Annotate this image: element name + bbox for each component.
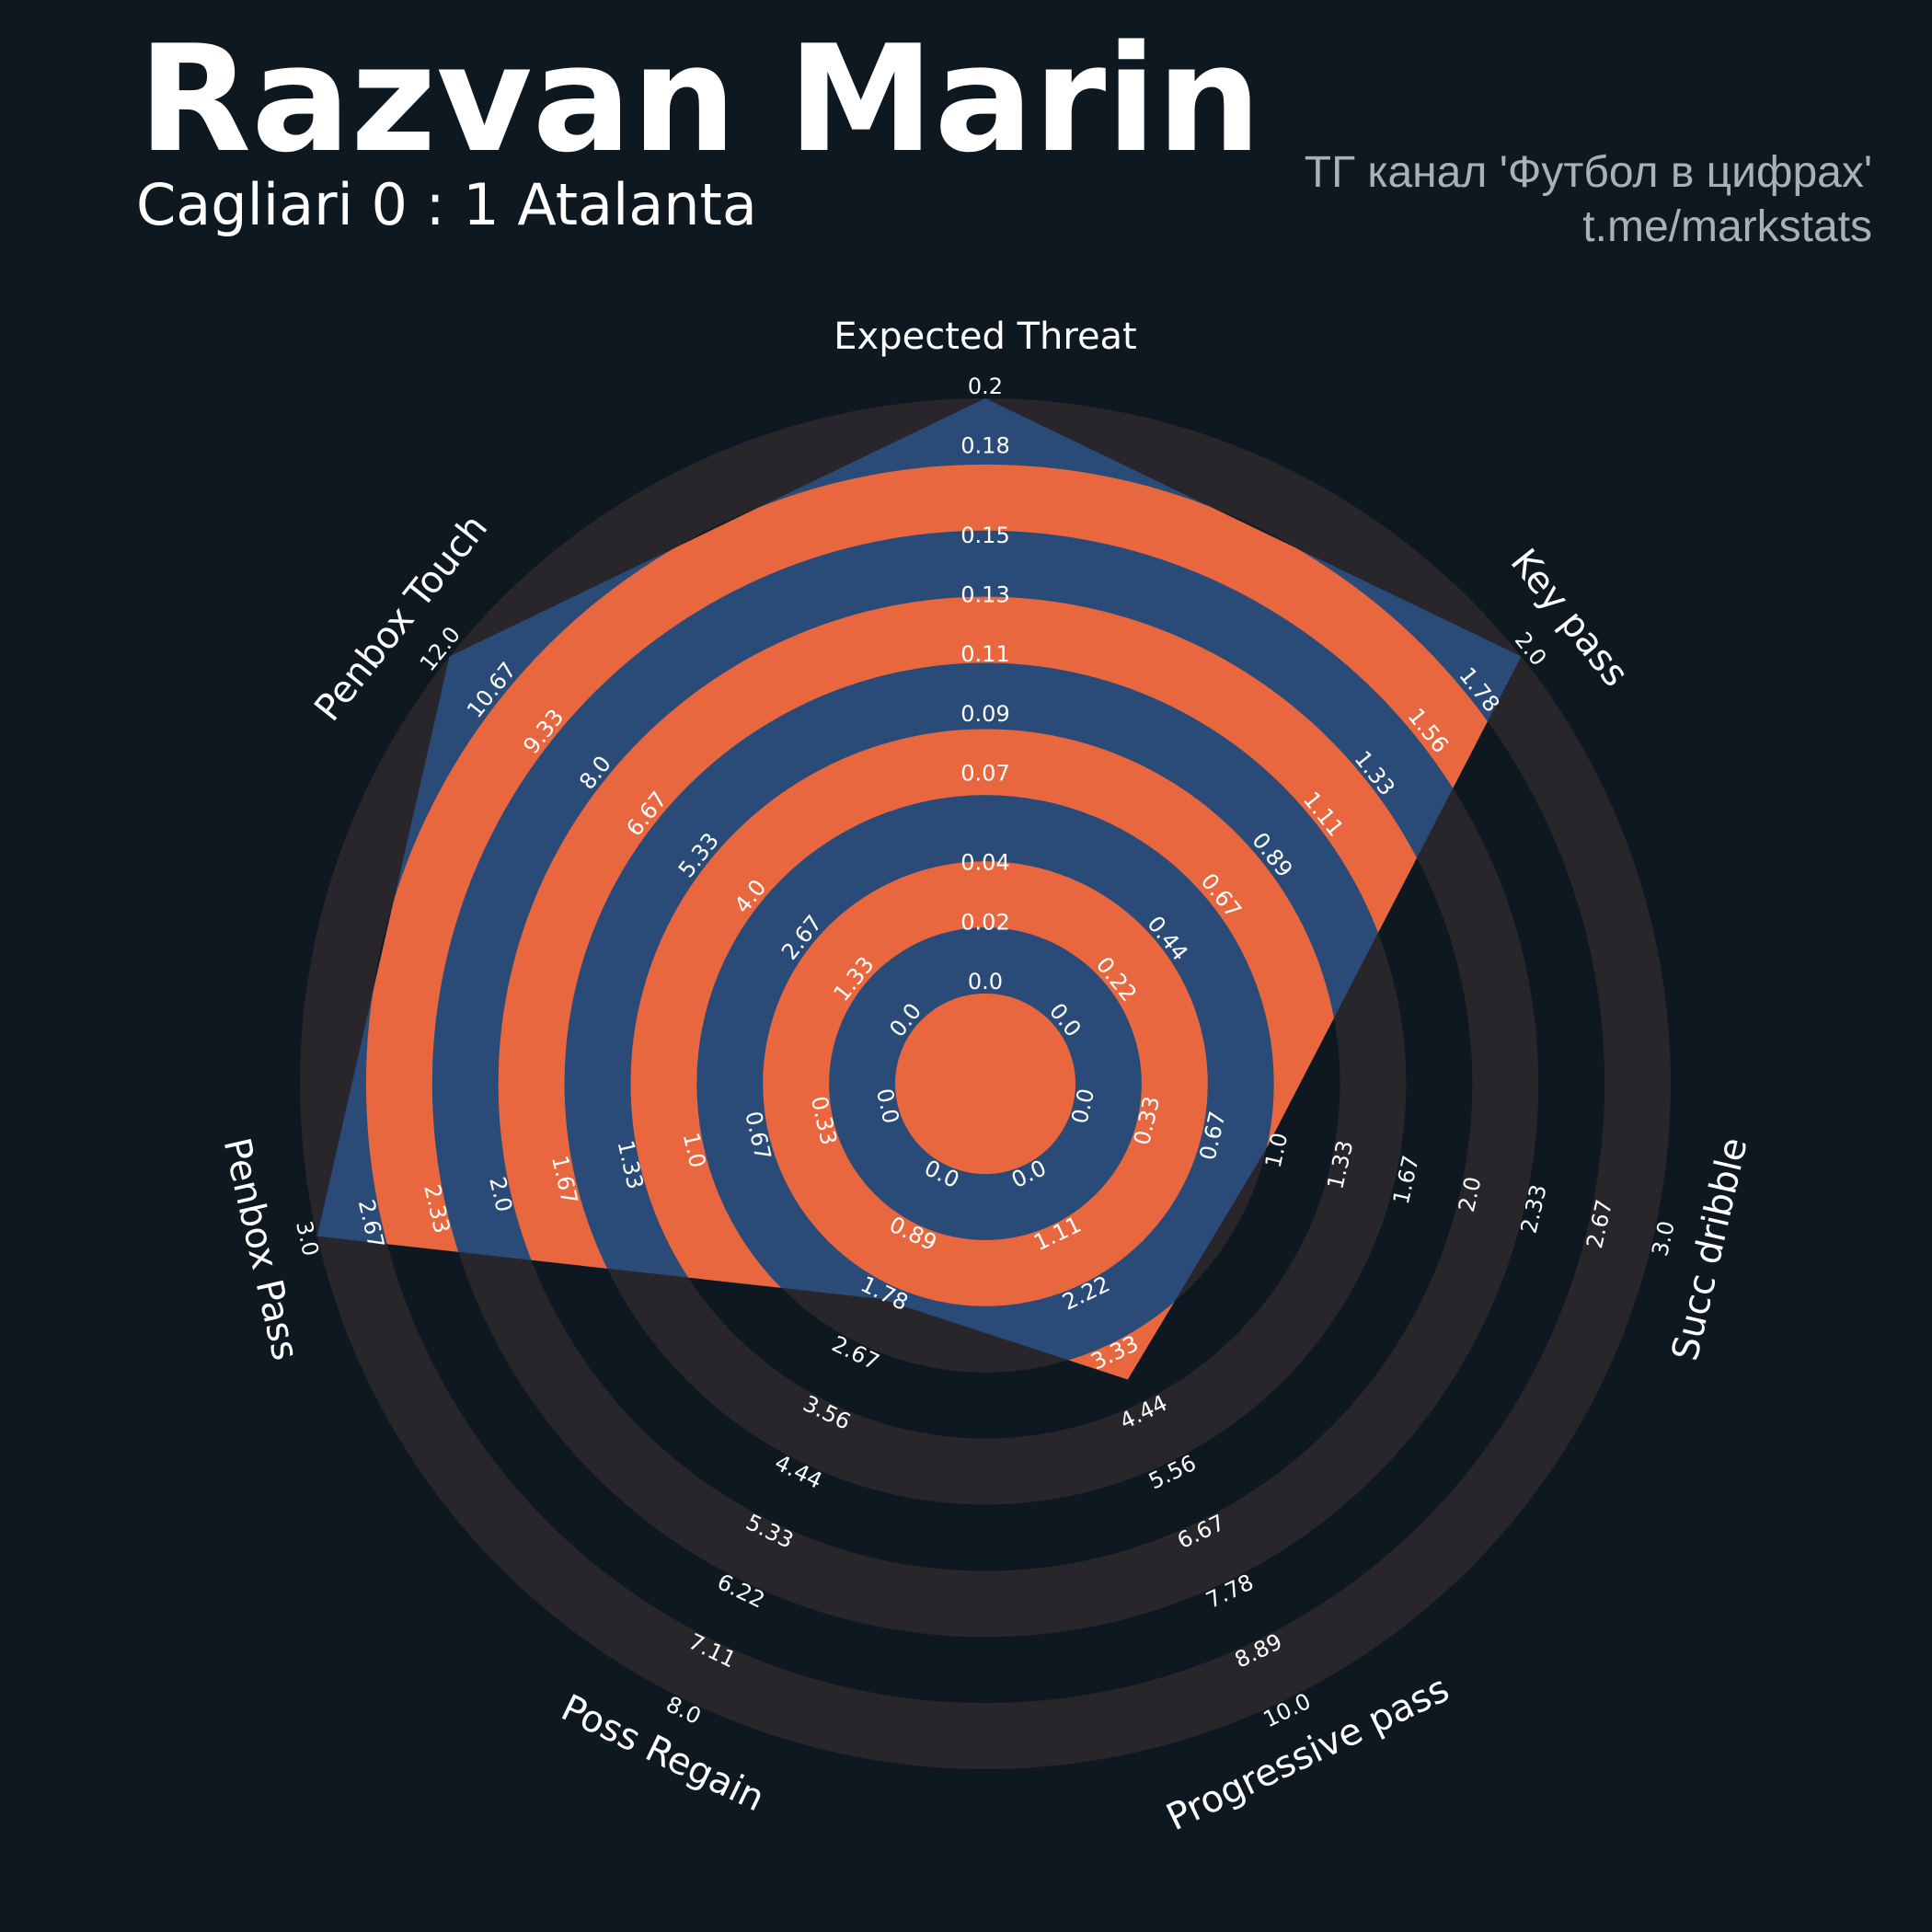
tick-label: 0.11 [960,641,1009,667]
radar-ring-highlight [365,464,1522,1380]
tick-label: 0.07 [960,761,1009,787]
credit: t.me/markstats [1582,202,1872,251]
tick-label: 0.2 [968,374,1003,399]
tick-label: 0.13 [960,581,1009,607]
chart-subtitle: Cagliari 0 : 1 Atalanta [136,171,757,238]
param-label: Expected Threat [834,316,1137,358]
tick-label: 0.09 [960,701,1009,727]
chart-title: Razvan Marin [138,13,1261,185]
tick-label: 0.02 [960,909,1009,935]
tick-label: 0.18 [960,433,1009,459]
credit: ТГ канал 'Футбол в цифрах' [1305,148,1872,197]
tick-label: 0.15 [960,523,1009,548]
tick-label: 0.04 [960,850,1009,876]
tick-label: 0.0 [968,969,1003,995]
